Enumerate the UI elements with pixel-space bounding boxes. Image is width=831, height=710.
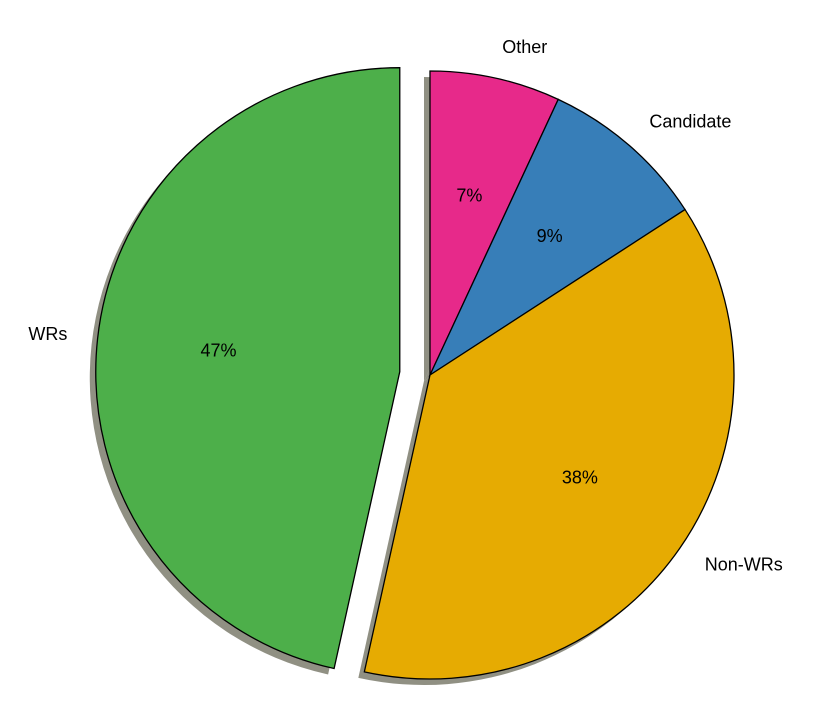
category-label: Other [502,37,547,57]
category-label: WRs [28,324,67,344]
slice [363,208,735,680]
value-label: 47% [200,341,236,361]
category-label: Candidate [649,111,731,131]
slice [429,70,560,376]
value-label: 7% [456,186,482,206]
category-label: Non-WRs [705,554,783,574]
value-label: 9% [537,226,563,246]
value-label: 38% [562,468,598,488]
slice [428,98,686,377]
slice [95,67,401,670]
